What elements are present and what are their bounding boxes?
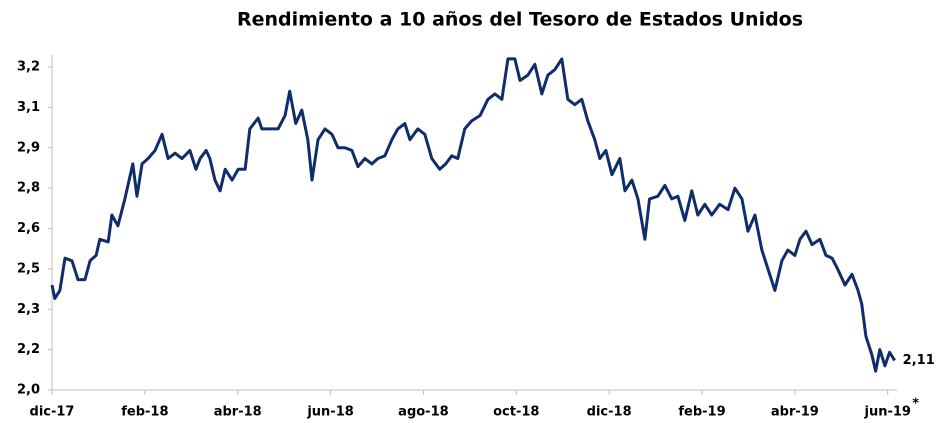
- x-tick-label: oct-18: [493, 405, 539, 420]
- y-tick-label: 2,9: [17, 140, 40, 155]
- x-tick-label: feb-18: [121, 405, 168, 420]
- x-tick-label: ago-18: [398, 405, 449, 420]
- y-tick-label: 2,6: [17, 221, 40, 236]
- x-tick-label: dic-17: [30, 405, 75, 420]
- x-tick-label: feb-19: [678, 405, 725, 420]
- x-tick-label: dic-18: [587, 405, 632, 420]
- y-tick-label: 3,2: [17, 60, 40, 75]
- y-tick-label: 2,5: [17, 261, 40, 276]
- x-tick-label: jun-18: [306, 405, 353, 420]
- y-tick-label: 3,1: [17, 100, 40, 115]
- chart-title: Rendimiento a 10 años del Tesoro de Esta…: [237, 9, 803, 31]
- x-tick-label: jun-19: [863, 405, 910, 420]
- x-annotation: *: [912, 397, 919, 412]
- value-label: 2,11: [903, 353, 935, 368]
- series-line: [50, 57, 896, 373]
- y-tick-label: 2,3: [17, 302, 40, 317]
- x-tick-label: abr-19: [771, 405, 819, 420]
- x-tick-label: abr-18: [214, 405, 262, 420]
- y-tick-label: 2,2: [17, 342, 40, 357]
- y-tick-label: 2,0: [17, 383, 40, 398]
- y-tick-label: 2,8: [17, 181, 40, 196]
